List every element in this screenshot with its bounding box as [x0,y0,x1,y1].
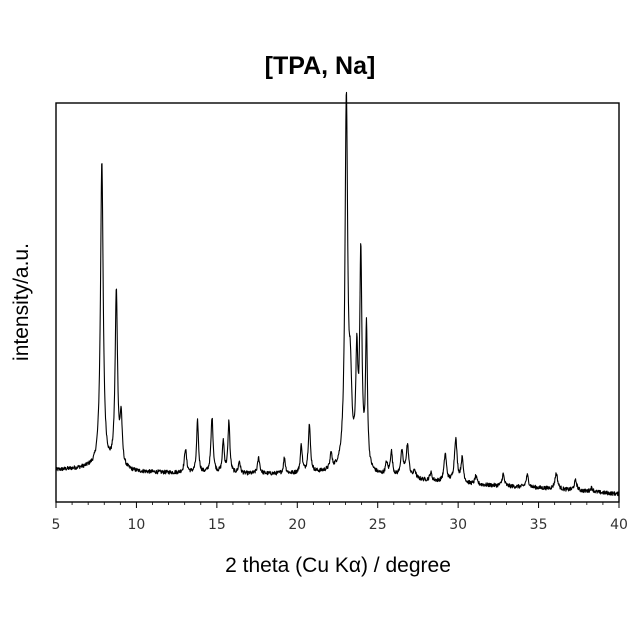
x-tick-label: 20 [288,517,306,533]
x-tick-label: 30 [449,517,467,533]
plot-frame [56,103,619,502]
x-tick-label: 40 [610,517,628,533]
x-tick-label: 25 [369,517,387,533]
x-tick-label: 5 [52,517,61,533]
diffraction-pattern-line [56,92,619,495]
x-tick-label: 35 [530,517,548,533]
x-tick-label: 10 [128,517,146,533]
y-axis-label: intensity/a.u. [10,243,33,361]
x-tick-label: 15 [208,517,226,533]
x-axis-label: 2 theta (Cu Kα) / degree [225,554,451,577]
x-axis: 5 10 15 20 25 30 35 40 [52,502,628,533]
